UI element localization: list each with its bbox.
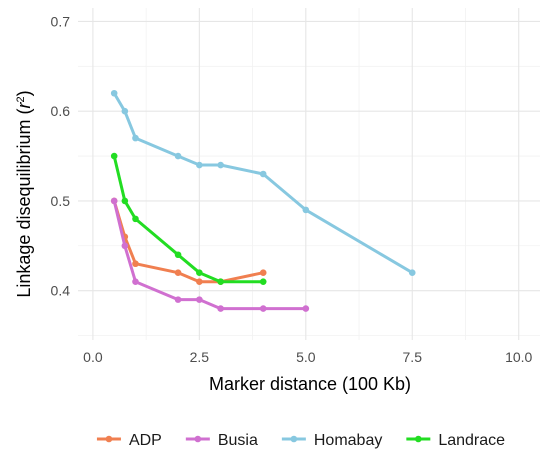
series-layer	[110, 89, 416, 312]
data-point-homabay	[121, 107, 129, 115]
y-tick-labels: 0.4 0.5 0.6 0.7	[51, 13, 71, 298]
data-point-busia	[132, 278, 139, 285]
series-line-busia	[112, 199, 308, 311]
data-point-landrace	[196, 269, 203, 277]
data-point-homabay	[408, 269, 416, 277]
data-point-busia	[121, 242, 129, 250]
data-point-adp	[132, 260, 139, 268]
legend-item-busia: Busia	[185, 432, 258, 449]
x-tick-labels: 0.0 2.5 5.0 7.5 10.0	[83, 349, 532, 365]
y-tick-label: 0.4	[51, 283, 71, 299]
data-point-landrace	[132, 215, 139, 223]
x-tick-label: 5.0	[296, 349, 316, 365]
legend-item-landrace: Landrace	[406, 432, 505, 449]
data-point-homabay	[259, 170, 267, 178]
data-point-landrace	[174, 251, 182, 259]
series-busia	[110, 197, 310, 312]
data-point-homabay	[196, 161, 203, 169]
y-tick-label: 0.7	[51, 13, 71, 29]
legend-label-adp: ADP	[129, 432, 162, 449]
legend-label-homabay: Homabay	[314, 432, 382, 449]
y-axis-title: Linkage disequilibrium (r2)	[14, 90, 34, 297]
data-point-homabay	[217, 161, 224, 169]
data-point-busia	[217, 305, 224, 312]
x-axis-title: Marker distance (100 Kb)	[209, 374, 411, 394]
data-point-busia	[196, 296, 203, 303]
legend-key-point-homabay	[290, 435, 298, 443]
data-point-landrace	[217, 278, 224, 285]
data-point-landrace	[121, 197, 129, 205]
x-tick-label: 10.0	[505, 349, 532, 365]
legend-key-point-busia	[194, 435, 202, 443]
data-point-homabay	[174, 152, 182, 160]
data-point-adp	[196, 278, 203, 285]
x-tick-label: 0.0	[83, 349, 103, 365]
data-point-homabay	[132, 134, 139, 142]
data-point-homabay	[110, 89, 118, 97]
legend-label-busia: Busia	[218, 432, 258, 449]
data-point-landrace	[110, 152, 118, 160]
y-tick-label: 0.5	[51, 193, 71, 209]
legend-item-adp: ADP	[96, 432, 162, 449]
series-homabay	[110, 89, 416, 277]
x-tick-label: 7.5	[403, 349, 423, 365]
y-axis-title-main: Linkage disequilibrium (	[14, 109, 34, 298]
data-point-busia	[302, 305, 310, 312]
data-point-busia	[174, 296, 182, 303]
legend-label-landrace: Landrace	[438, 432, 505, 449]
series-landrace	[110, 152, 267, 285]
y-axis-title-close: )	[14, 90, 34, 96]
legend-key-point-adp	[105, 435, 113, 443]
data-point-landrace	[259, 278, 267, 285]
data-point-busia	[259, 305, 267, 312]
data-point-adp	[259, 269, 267, 277]
legend-key-point-landrace	[415, 435, 422, 443]
legend-item-homabay: Homabay	[281, 432, 382, 449]
data-point-homabay	[302, 206, 310, 214]
data-point-adp	[174, 269, 182, 277]
y-tick-label: 0.6	[51, 103, 71, 119]
y-axis-title-superscript: 2	[15, 96, 27, 102]
legend: ADP Busia Homabay Landrace	[96, 432, 505, 449]
y-axis-title-r: r	[14, 102, 34, 109]
x-tick-label: 2.5	[190, 349, 210, 365]
data-point-busia	[110, 197, 118, 205]
minor-gridlines	[78, 8, 540, 340]
